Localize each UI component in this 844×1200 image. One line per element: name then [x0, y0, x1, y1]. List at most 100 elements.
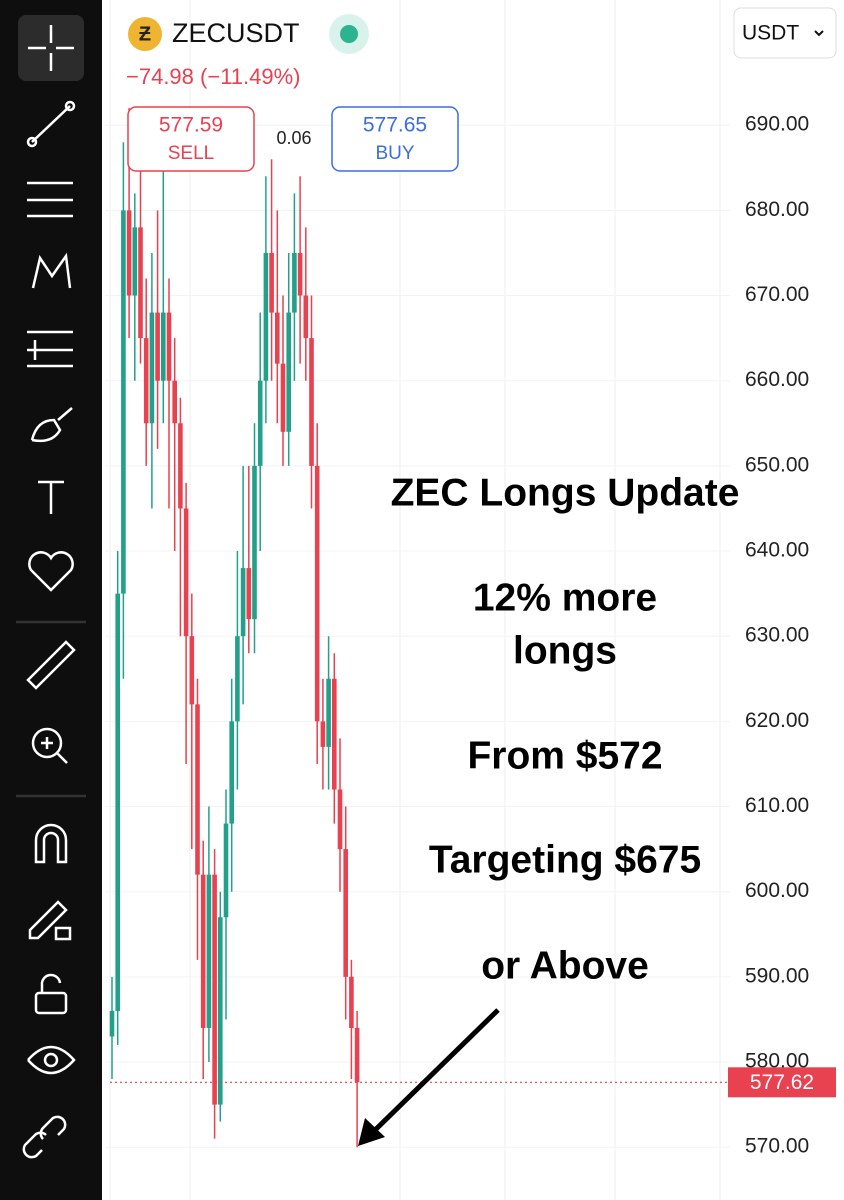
candle-body [161, 312, 166, 381]
candle-body [149, 312, 155, 424]
candle-body [183, 508, 189, 637]
price-badge-label: 577.62 [750, 1071, 814, 1094]
candle-body [155, 312, 160, 381]
y-tick-label: 660.00 [745, 368, 809, 391]
annotation: ZEC Longs Update [391, 471, 740, 514]
y-tick-label: 590.00 [745, 964, 809, 987]
candle-body [223, 823, 229, 918]
candle-body [263, 252, 269, 381]
candle-body [138, 227, 143, 339]
shackle [40, 973, 62, 993]
buy-price: 577.65 [363, 114, 427, 137]
candle-body [314, 465, 320, 722]
annotation: or Above [481, 944, 649, 987]
arrow [370, 1008, 500, 1135]
zoom-icon[interactable] [31, 727, 63, 759]
coin-icon [128, 17, 162, 51]
y-tick-label: 690.00 [745, 113, 809, 136]
candle-body [143, 338, 149, 424]
candle-body [195, 704, 200, 875]
zoom-plus [41, 737, 68, 764]
candle-body [166, 312, 172, 381]
candle-body [178, 423, 183, 509]
candle-body [115, 593, 120, 1011]
crosshair-icon[interactable] [28, 25, 74, 71]
annotation: 12% more [473, 576, 657, 619]
price-badge [728, 1067, 836, 1098]
candle-body [229, 721, 234, 824]
arrow-head [358, 1118, 385, 1146]
candle-body [172, 380, 177, 424]
candle-body [354, 1027, 360, 1083]
candle-body [309, 338, 314, 466]
candle-body [189, 636, 195, 705]
line-icon[interactable] [31, 105, 71, 143]
brush-icon[interactable] [30, 407, 73, 443]
ruler-icon[interactable] [26, 640, 76, 690]
candle-body [212, 874, 217, 1105]
y-tick-label: 570.00 [745, 1135, 809, 1158]
candle-body [235, 636, 240, 722]
status-dot [340, 25, 358, 43]
y-tick-label: 620.00 [745, 709, 809, 732]
dot [64, 100, 76, 112]
eye-icon[interactable] [27, 1045, 76, 1075]
projection-icon[interactable] [27, 330, 73, 368]
candle-body [337, 789, 343, 850]
annotation: From $572 [467, 734, 662, 777]
pupil [43, 1052, 59, 1068]
chevron [814, 30, 824, 37]
link-icon[interactable] [22, 1115, 67, 1159]
candle-body [121, 210, 126, 594]
candle-body [252, 465, 257, 620]
currency-select[interactable] [733, 7, 837, 59]
candle-body [343, 849, 348, 977]
coin-glyph: Ƶ [139, 23, 151, 45]
candle-body [320, 721, 326, 747]
candle-body [218, 917, 223, 1105]
symbol[interactable]: ZECUSDT [172, 18, 300, 48]
currency: USDT [742, 22, 799, 45]
candle-body [257, 380, 263, 466]
candle-body [246, 568, 252, 620]
buy-button[interactable] [331, 106, 459, 172]
y-tick-label: 650.00 [745, 453, 809, 476]
spread: 0.06 [276, 128, 311, 148]
lock-icon[interactable] [34, 991, 68, 1015]
heart-icon[interactable] [28, 551, 74, 592]
candle-body [132, 227, 138, 296]
sell-label: SELL [168, 143, 214, 164]
candle-body [349, 976, 354, 1028]
sell-price: 577.59 [159, 114, 223, 137]
magnet-icon[interactable] [34, 823, 68, 864]
candle-body [206, 874, 212, 1028]
candle-body [292, 252, 297, 313]
sell-button[interactable] [127, 106, 255, 172]
y-tick-label: 630.00 [745, 624, 809, 647]
lock [54, 926, 72, 941]
y-tick-label: 610.00 [745, 794, 809, 817]
candle-body [126, 210, 132, 296]
dot [26, 136, 38, 148]
buy-label: BUY [375, 143, 414, 164]
pencil-lock-icon[interactable] [28, 900, 68, 940]
candle-body [269, 252, 274, 313]
text-icon[interactable] [38, 480, 64, 514]
toolbar [0, 0, 102, 1200]
candle-body [275, 312, 280, 364]
annotation: Targeting $675 [429, 838, 701, 881]
candle-body [332, 678, 337, 790]
y-tick-label: 600.00 [745, 879, 809, 902]
candle-body [200, 874, 206, 1028]
candle-body [109, 1010, 115, 1037]
candle-body [280, 363, 286, 432]
y-tick-label: 580.00 [745, 1050, 809, 1073]
y-tick-label: 680.00 [745, 198, 809, 221]
candle-body [297, 252, 303, 296]
tool-active[interactable] [18, 15, 84, 81]
fib-icon[interactable] [27, 181, 73, 218]
pattern-icon[interactable] [31, 252, 72, 289]
candle-body [326, 678, 331, 747]
